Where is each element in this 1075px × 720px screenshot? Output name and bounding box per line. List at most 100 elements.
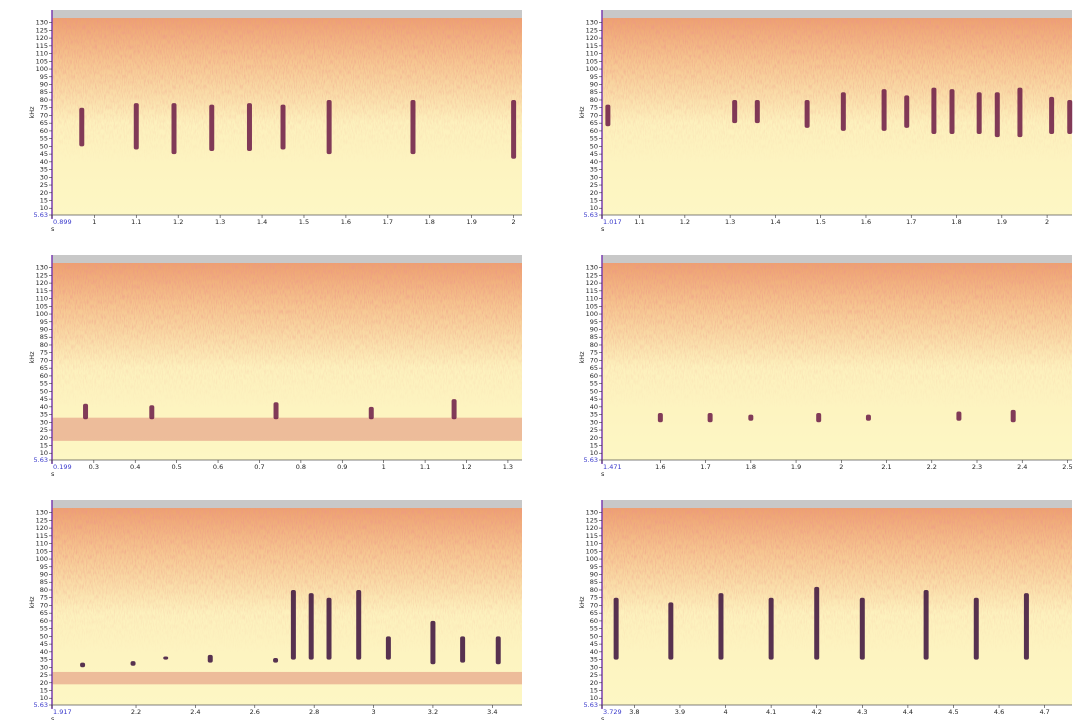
y-tick-label: 115 [586, 532, 598, 540]
call [657, 413, 663, 423]
y-tick-label: 75 [590, 104, 598, 112]
y-tick-label: 55 [40, 380, 48, 388]
x-axis-label: s [51, 470, 55, 478]
call [273, 658, 279, 663]
y-tick-label: 105 [36, 57, 48, 65]
y-tick-label: 115 [36, 42, 48, 50]
y-tick-label: 60 [590, 127, 598, 135]
spectrogram-panel: 5.63101520253035404550556065707580859095… [578, 255, 1073, 478]
call [994, 92, 1000, 138]
y-axis-label: kHz [578, 351, 586, 364]
call [209, 104, 215, 152]
call [163, 656, 169, 660]
x-tick-label: 2.6 [250, 708, 260, 716]
y-axis-label: kHz [578, 596, 586, 609]
y-tick-label: 25 [590, 671, 598, 679]
x-tick-label: 1.9 [791, 463, 801, 471]
x-tick-label: 0.6 [213, 463, 223, 471]
y-tick-label: 100 [586, 555, 598, 563]
y-tick-label: 125 [586, 271, 598, 279]
call [748, 414, 754, 421]
y-tick-label: 110 [586, 50, 598, 58]
call [605, 104, 611, 127]
y-tick-label: 65 [590, 364, 598, 372]
y-tick-label: 15 [590, 442, 598, 450]
call [451, 399, 457, 420]
y-tick-label: 105 [36, 302, 48, 310]
y-tick-label: 75 [40, 349, 48, 357]
y-tick-label: 110 [586, 295, 598, 303]
top-band [52, 10, 522, 18]
y-tick-label: 45 [40, 150, 48, 158]
y-tick-label: 125 [36, 26, 48, 34]
y-tick-label: 40 [590, 648, 598, 656]
spectrogram-panel: 5.63101520253035404550556065707580859095… [28, 500, 522, 720]
call [668, 602, 674, 660]
y-tick-label: 55 [590, 135, 598, 143]
y-axis-label: kHz [578, 106, 586, 119]
call [308, 593, 314, 660]
top-band [602, 10, 1072, 18]
call [768, 597, 774, 660]
y-tick-label: 10 [40, 694, 48, 702]
y-tick-label: 65 [590, 119, 598, 127]
y-tick-label: 130 [36, 19, 48, 27]
x-tick-label: 0.8 [296, 463, 306, 471]
y-tick-label: 50 [40, 142, 48, 150]
y-tick-label: 70 [590, 111, 598, 119]
x-axis-label: s [51, 715, 55, 720]
y-tick-label: 65 [590, 609, 598, 617]
x-tick-label: 2 [512, 218, 516, 226]
y-tick-label: 90 [40, 571, 48, 579]
y-tick-label: 105 [586, 57, 598, 65]
y-tick-label: 10 [40, 449, 48, 457]
y-tick-label: 60 [40, 127, 48, 135]
y-tick-label: 50 [590, 142, 598, 150]
call [430, 620, 436, 665]
x-tick-label: 1.3 [503, 463, 513, 471]
y-tick-label: 85 [40, 88, 48, 96]
y-tick-label: 15 [40, 197, 48, 205]
x-tick-label: 1.5 [299, 218, 309, 226]
call [460, 636, 466, 663]
y-tick-label: 45 [590, 395, 598, 403]
y-tick-label: 95 [40, 563, 48, 571]
y-tick-label: 130 [586, 509, 598, 517]
x-tick-label: 2.8 [309, 708, 319, 716]
x-tick-label: 2 [839, 463, 843, 471]
x-tick-label: 1.8 [951, 218, 961, 226]
y-tick-label: 80 [40, 341, 48, 349]
call [133, 103, 139, 150]
y-tick-label: 130 [586, 19, 598, 27]
y-tick-label: 125 [36, 516, 48, 524]
y-tick-label: 50 [590, 387, 598, 395]
call [904, 95, 910, 128]
y-tick-label: 110 [586, 540, 598, 548]
y-tick-label: 65 [40, 364, 48, 372]
x-tick-label: 1.4 [257, 218, 267, 226]
y-tick-label: 25 [40, 426, 48, 434]
call [1010, 409, 1016, 423]
y-tick-label: 80 [40, 586, 48, 594]
y-tick-label: 30 [40, 173, 48, 181]
y-tick-label: 105 [36, 547, 48, 555]
call [280, 104, 286, 150]
y-tick-label: 75 [590, 594, 598, 602]
y-tick-label: 15 [40, 687, 48, 695]
x-tick-label: 4.5 [948, 708, 958, 716]
x-tick-label: 3 [371, 708, 375, 716]
call [511, 99, 517, 159]
call [80, 662, 86, 668]
y-tick-label: 120 [586, 34, 598, 42]
y-tick-label: 50 [590, 632, 598, 640]
y-tick-label: 30 [590, 173, 598, 181]
y-tick-label: 45 [40, 640, 48, 648]
noise-band [52, 417, 522, 441]
y-tick-label: 85 [40, 578, 48, 586]
x-tick-label: 1 [382, 463, 386, 471]
call [707, 413, 713, 423]
noise-band [52, 671, 522, 685]
y-tick-label: 40 [590, 158, 598, 166]
call [973, 597, 979, 660]
